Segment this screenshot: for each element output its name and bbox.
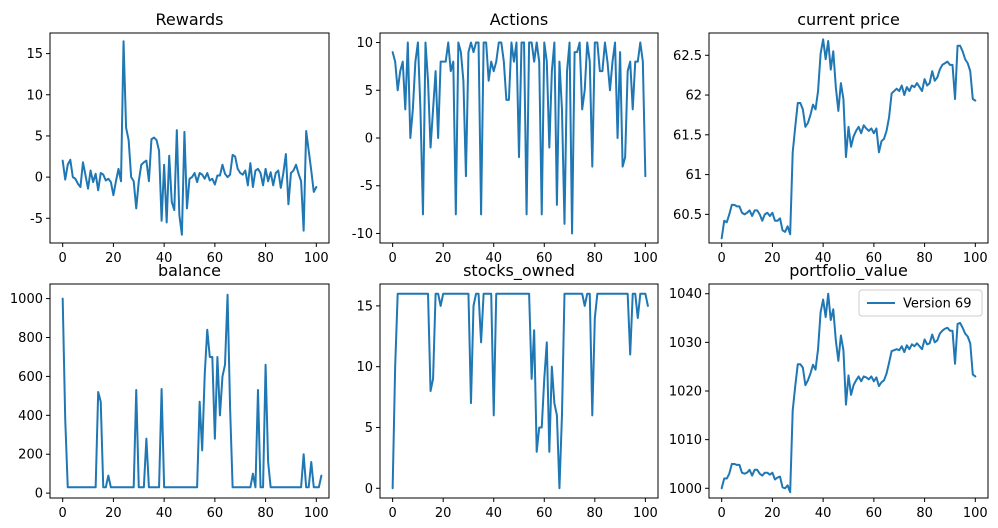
x-tick-label: 100 [633, 251, 658, 266]
x-tick-label: 80 [587, 506, 604, 521]
y-tick-label: 15 [26, 47, 43, 62]
x-tick-label: 80 [257, 506, 274, 521]
subplot-stocks-owned: stocks_owned 0 20 40 60 80 100 0 5 10 15 [356, 261, 659, 521]
y-tick-label: 0 [35, 487, 43, 502]
x-tick-label: 0 [718, 506, 726, 521]
x-tick-label: 0 [388, 506, 396, 521]
subplot-title: Rewards [156, 10, 224, 29]
subplot-current-price: current price 0 20 40 60 80 100 60.5 61 61.5 62 62… [673, 10, 989, 266]
subplot-portfolio-value: portfolio_value 0 20 40 60 80 100 1000 1010 1020… [669, 261, 989, 521]
x-tick-label: 60 [536, 506, 553, 521]
y-tick-label: 0 [365, 132, 373, 147]
y-tick-label: 15 [356, 299, 373, 314]
series-line [61, 40, 318, 236]
y-tick-label: -5 [360, 179, 373, 194]
plot-frame [708, 32, 989, 244]
x-tick-label: 0 [388, 251, 396, 266]
y-tick-label: 10 [356, 36, 373, 51]
series-line [720, 38, 977, 240]
subplot-title: stocks_owned [463, 261, 575, 281]
x-tick-label: 40 [815, 506, 832, 521]
plot-frame [379, 283, 659, 499]
y-tick-label: 60.5 [673, 208, 702, 223]
x-tick-label: 0 [59, 251, 67, 266]
y-tick-label: 1010 [669, 433, 702, 448]
x-tick-label: 80 [257, 251, 274, 266]
x-tick-label: 100 [963, 506, 988, 521]
series-line [61, 293, 323, 489]
plot-frame [49, 32, 330, 244]
y-tick-label: 62.5 [673, 49, 702, 64]
y-tick-label: 1000 [669, 482, 702, 497]
x-tick-label: 100 [963, 251, 988, 266]
y-tick-label: 61 [685, 168, 702, 183]
y-tick-label: 1020 [669, 385, 702, 400]
y-tick-label: 200 [18, 448, 43, 463]
x-tick-label: 60 [866, 251, 883, 266]
x-tick-label: 20 [764, 251, 781, 266]
x-tick-label: 40 [815, 251, 832, 266]
series-line [391, 292, 649, 490]
x-tick-label: 80 [587, 251, 604, 266]
subplot-title: current price [797, 10, 900, 29]
x-tick-label: 80 [916, 251, 933, 266]
y-tick-label: 1000 [10, 292, 43, 307]
y-tick-label: 10 [356, 360, 373, 375]
y-tick-label: 10 [26, 88, 43, 103]
x-tick-label: 0 [718, 251, 726, 266]
plot-frame [49, 283, 330, 499]
x-tick-label: 60 [207, 506, 224, 521]
x-tick-label: 20 [764, 506, 781, 521]
y-tick-label: 5 [365, 84, 373, 99]
subplot-title: Actions [490, 10, 548, 29]
y-tick-label: 1040 [669, 287, 702, 302]
y-tick-label: 1030 [669, 336, 702, 351]
x-tick-label: 60 [866, 506, 883, 521]
subplot-title: portfolio_value [789, 261, 908, 281]
subplot-actions: Actions 0 20 40 60 80 100 -10 -5 0 5 10 [352, 10, 659, 266]
y-tick-label: -10 [352, 227, 373, 242]
x-tick-label: 20 [435, 506, 452, 521]
y-tick-label: 5 [35, 129, 43, 144]
x-tick-label: 20 [105, 506, 122, 521]
y-tick-label: 5 [365, 421, 373, 436]
y-tick-label: 0 [365, 482, 373, 497]
legend-box [858, 289, 983, 317]
y-tick-label: 800 [18, 331, 43, 346]
y-tick-label: 62 [685, 89, 702, 104]
y-tick-label: -5 [30, 212, 43, 227]
series-line [720, 292, 977, 494]
y-tick-label: 0 [35, 171, 43, 186]
x-tick-label: 60 [207, 251, 224, 266]
x-tick-label: 40 [156, 506, 173, 521]
x-tick-label: 40 [485, 506, 502, 521]
x-tick-label: 80 [916, 506, 933, 521]
x-tick-label: 40 [485, 251, 502, 266]
x-tick-label: 60 [536, 251, 553, 266]
series-line [391, 41, 647, 235]
x-tick-label: 0 [59, 506, 67, 521]
y-tick-label: 600 [18, 370, 43, 385]
x-tick-label: 40 [156, 251, 173, 266]
x-tick-label: 20 [435, 251, 452, 266]
subplot-rewards: Rewards 0 20 40 60 80 100 -5 0 5 10 15 [26, 10, 330, 266]
x-tick-label: 100 [633, 506, 658, 521]
legend-label: Version 69 [903, 297, 971, 312]
subplot-title: balance [158, 261, 221, 280]
y-tick-label: 400 [18, 409, 43, 424]
y-tick-label: 61.5 [673, 128, 702, 143]
x-tick-label: 100 [304, 506, 329, 521]
x-tick-label: 20 [105, 251, 122, 266]
x-tick-label: 100 [304, 251, 329, 266]
